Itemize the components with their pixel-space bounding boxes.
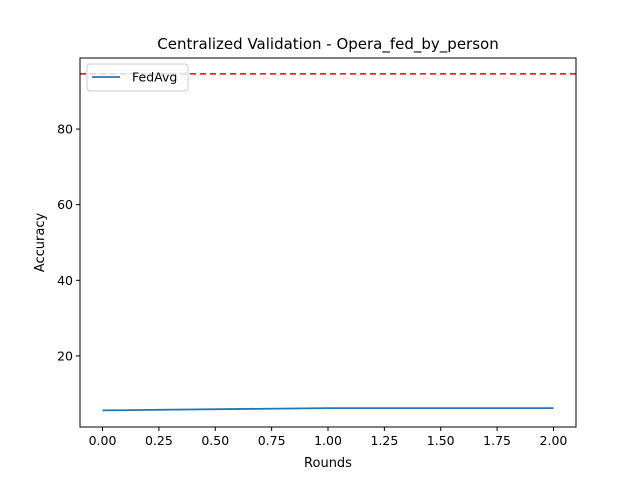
legend-label-fedavg: FedAvg: [132, 70, 177, 85]
chart-title: Centralized Validation - Opera_fed_by_pe…: [157, 35, 498, 54]
series-line-fedavg: [102, 407, 554, 412]
y-tick-label: 40: [57, 273, 73, 288]
x-axis-label: Rounds: [304, 456, 352, 471]
y-axis-label: Accuracy: [33, 213, 48, 273]
plot-area: [79, 57, 577, 428]
y-axis: 20 40 60 80: [57, 122, 80, 363]
x-tick-label: 0.75: [258, 433, 286, 448]
x-tick-label: 0.00: [89, 433, 117, 448]
legend-box: [86, 63, 189, 92]
x-tick-label: 0.50: [201, 433, 229, 448]
x-tick-label: 0.25: [145, 433, 173, 448]
y-tick-label: 80: [57, 122, 73, 137]
y-tick-label: 20: [57, 348, 73, 363]
x-tick-label: 1.75: [483, 433, 511, 448]
plot-background: [80, 58, 576, 427]
x-tick-label: 1.50: [427, 433, 455, 448]
x-tick-label: 1.25: [370, 433, 398, 448]
x-tick-label: 1.00: [314, 433, 342, 448]
x-tick-label: 2.00: [540, 433, 568, 448]
legend: FedAvg: [86, 63, 189, 92]
y-tick-label: 60: [57, 197, 73, 212]
x-axis: 0.00 0.25 0.50 0.75 1.00 1.25 1.50 1.75 2.00: [89, 427, 568, 448]
